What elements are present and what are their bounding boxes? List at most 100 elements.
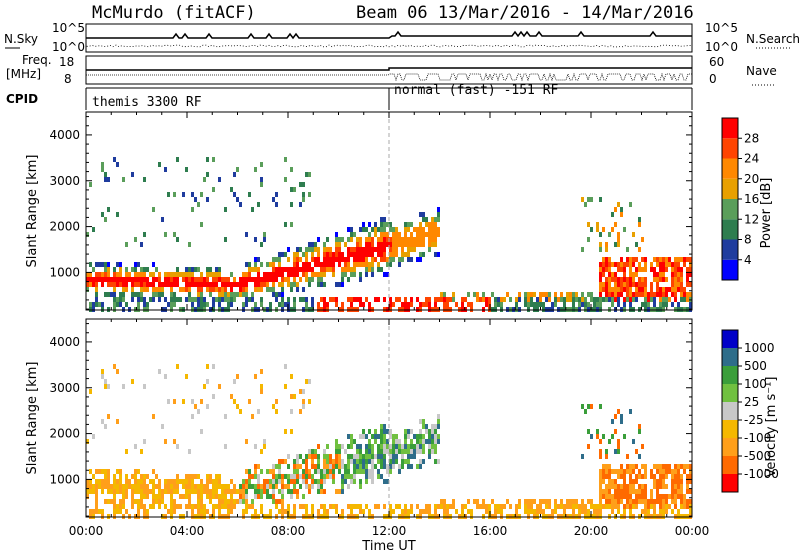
velocity-cell — [605, 504, 608, 509]
power-cell — [659, 257, 662, 262]
velocity-cell — [260, 389, 263, 394]
velocity-cell — [398, 464, 401, 469]
power-cell — [470, 302, 473, 307]
power-cell — [260, 297, 263, 302]
power-cell — [392, 237, 395, 242]
velocity-cell — [329, 459, 332, 464]
velocity-cell — [386, 469, 389, 474]
power-cell — [407, 302, 410, 307]
power-cell — [311, 302, 314, 307]
power-colorbar-swatch — [722, 259, 738, 280]
velocity-cell — [590, 499, 593, 504]
power-cell — [689, 267, 692, 272]
velocity-cell — [392, 454, 395, 459]
velocity-cell — [317, 484, 320, 489]
velocity-cell — [308, 454, 311, 459]
velocity-cell — [311, 464, 314, 469]
beam-date-title: Beam 06 13/Mar/2016 - 14/Mar/2016 — [356, 3, 694, 23]
power-cell — [230, 302, 233, 307]
power-cell — [137, 292, 140, 297]
power-cell — [620, 262, 623, 267]
power-cell — [281, 292, 284, 297]
power-cell — [296, 282, 299, 287]
velocity-cell — [89, 509, 92, 514]
power-cell — [632, 282, 635, 287]
velocity-cell — [440, 504, 443, 509]
velocity-cell — [146, 474, 149, 479]
velocity-cell — [89, 389, 92, 394]
velocity-cell — [233, 504, 236, 509]
power-cell — [443, 302, 446, 307]
velocity-cell — [197, 489, 200, 494]
velocity-cell — [377, 459, 380, 464]
power-cell — [377, 262, 380, 267]
power-cell — [554, 292, 557, 297]
power-cell — [275, 292, 278, 297]
velocity-cell — [140, 504, 143, 509]
power-cell — [137, 302, 140, 307]
velocity-cell — [206, 364, 209, 369]
power-cell — [365, 247, 368, 252]
velocity-cell — [611, 434, 614, 439]
power-cell — [251, 267, 254, 272]
power-cell — [158, 277, 161, 282]
velocity-cell — [404, 434, 407, 439]
power-cell — [632, 272, 635, 277]
power-cell — [131, 282, 134, 287]
velocity-cell — [413, 454, 416, 459]
velocity-cell — [269, 484, 272, 489]
power-cell — [101, 212, 104, 217]
velocity-cell — [665, 499, 668, 504]
power-cell — [131, 172, 134, 177]
velocity-cell — [254, 489, 257, 494]
velocity-cell — [356, 444, 359, 449]
velocity-cell — [413, 449, 416, 454]
velocity-cell — [308, 489, 311, 494]
velocity-cell — [608, 504, 611, 509]
power-cell — [296, 257, 299, 262]
velocity-cell — [455, 509, 458, 514]
velocity-cell — [575, 499, 578, 504]
power-cell — [287, 267, 290, 272]
velocity-cell — [662, 464, 665, 469]
power-cell — [644, 267, 647, 272]
velocity-cell — [347, 459, 350, 464]
velocity-cell — [644, 469, 647, 474]
velocity-cell — [500, 509, 503, 514]
velocity-cell — [662, 504, 665, 509]
velocity-cell — [569, 499, 572, 504]
power-cell — [629, 267, 632, 272]
power-cell — [407, 227, 410, 232]
power-cell — [341, 272, 344, 277]
power-cell — [335, 297, 338, 302]
velocity-cell — [587, 509, 590, 514]
velocity-cell — [635, 464, 638, 469]
velocity-cell — [482, 504, 485, 509]
power-colorbar-tick: 16 — [744, 192, 759, 206]
ytick-label: 2000 — [49, 427, 80, 441]
velocity-cell — [347, 454, 350, 459]
power-cell — [602, 272, 605, 277]
power-cell — [188, 287, 191, 292]
power-cell — [116, 262, 119, 267]
velocity-cell — [272, 499, 275, 504]
power-cell — [335, 242, 338, 247]
power-cell — [473, 292, 476, 297]
power-cell — [317, 272, 320, 277]
velocity-cell — [590, 504, 593, 509]
power-cell — [359, 252, 362, 257]
power-cell — [341, 277, 344, 282]
velocity-cell — [617, 504, 620, 509]
power-cell — [644, 292, 647, 297]
power-cell — [155, 277, 158, 282]
power-cell — [398, 257, 401, 262]
velocity-cell — [629, 469, 632, 474]
power-cell — [626, 287, 629, 292]
velocity-cell — [434, 429, 437, 434]
velocity-cell — [392, 459, 395, 464]
power-cell — [107, 282, 110, 287]
velocity-cell — [296, 479, 299, 484]
velocity-cell — [212, 504, 215, 509]
velocity-cell — [398, 439, 401, 444]
velocity-cell — [272, 464, 275, 469]
